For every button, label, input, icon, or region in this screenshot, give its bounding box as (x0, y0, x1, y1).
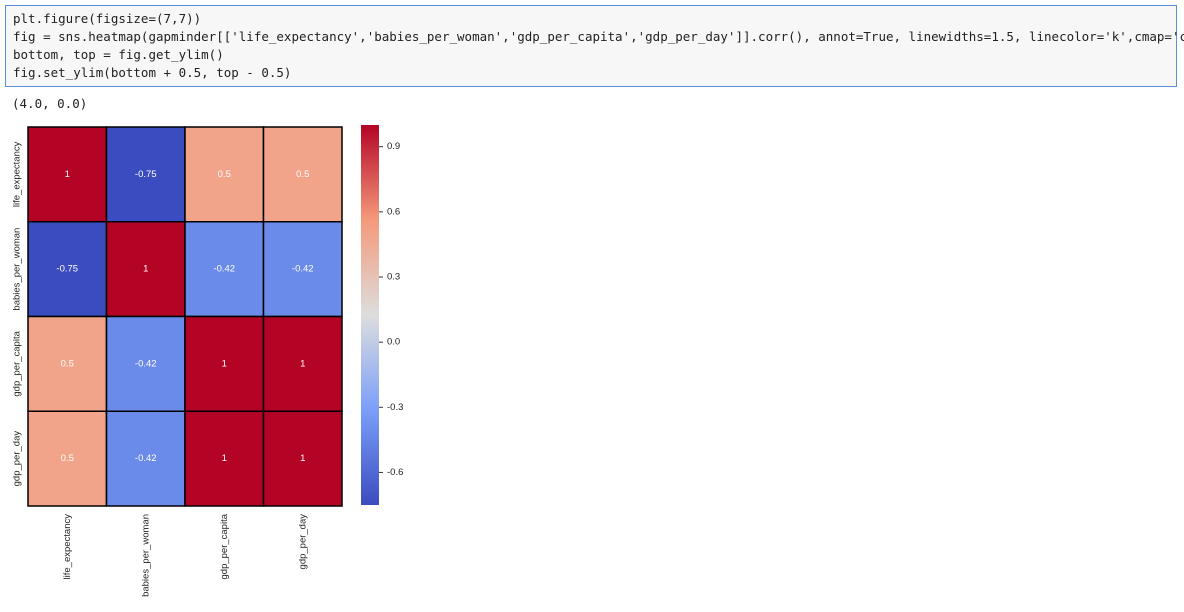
x-tick-label: gdp_per_day (297, 514, 308, 570)
colorbar-tick-label: 0.9 (387, 141, 400, 152)
heatmap-cell (27, 126, 108, 223)
y-tick-label: gdp_per_capita (12, 330, 23, 396)
code-line: bottom, top = fig.get_ylim() (13, 47, 224, 62)
cell-annotation: 1 (222, 358, 227, 369)
code-line: fig = sns.heatmap(gapminder[['life_expec… (13, 29, 1184, 44)
code-line: fig.set_ylim(bottom + 0.5, top - 0.5) (13, 65, 292, 80)
cell-annotation: 1 (65, 169, 70, 180)
cell-annotation: 1 (143, 264, 148, 275)
colorbar (361, 125, 379, 505)
x-tick-label: gdp_per_capita (219, 513, 230, 579)
cell-annotation: -0.42 (135, 358, 157, 369)
colorbar-tick-label: -0.3 (387, 402, 403, 413)
cell-annotation: -0.42 (292, 264, 314, 275)
heatmap-cell (262, 410, 343, 507)
cell-annotation: -0.42 (135, 453, 157, 464)
colorbar-tick-label: 0.0 (387, 337, 400, 348)
heatmap-cell (184, 126, 265, 223)
y-tick-label: babies_per_woman (12, 228, 23, 311)
colorbar-tick-label: 0.3 (387, 272, 400, 283)
heatmap-cell (27, 410, 108, 507)
cell-annotation: 1 (300, 453, 305, 464)
colorbar-tick-label: -0.6 (387, 467, 403, 478)
cell-annotation: 1 (300, 358, 305, 369)
y-tick-label: gdp_per_day (12, 431, 23, 487)
cell-annotation: -0.42 (213, 264, 235, 275)
x-tick-label: life_expectancy (62, 514, 73, 580)
heatmap-cell (262, 315, 343, 412)
cell-annotation: 0.5 (218, 169, 231, 180)
y-tick-label: life_expectancy (12, 141, 23, 207)
heatmap-cell (262, 221, 343, 318)
cell-annotation: -0.75 (135, 169, 157, 180)
code-line: plt.figure(figsize=(7,7)) (13, 11, 202, 26)
heatmap-cell (105, 126, 186, 223)
cell-annotation: 0.5 (61, 358, 74, 369)
heatmap-cell (105, 315, 186, 412)
cell-annotation: 0.5 (61, 453, 74, 464)
code-cell[interactable]: plt.figure(figsize=(7,7)) fig = sns.heat… (5, 5, 1184, 87)
heatmap-cell (105, 410, 186, 507)
colorbar-tick-label: 0.6 (387, 206, 400, 217)
heatmap-cell (105, 221, 186, 318)
cell-annotation: 0.5 (296, 169, 309, 180)
x-tick-label: babies_per_woman (140, 514, 151, 597)
cell-annotation: 1 (222, 453, 227, 464)
cell-annotation: -0.75 (56, 264, 78, 275)
output-text: (4.0, 0.0) (12, 96, 88, 111)
heatmap-cell (262, 126, 343, 223)
heatmap-cell (184, 315, 265, 412)
